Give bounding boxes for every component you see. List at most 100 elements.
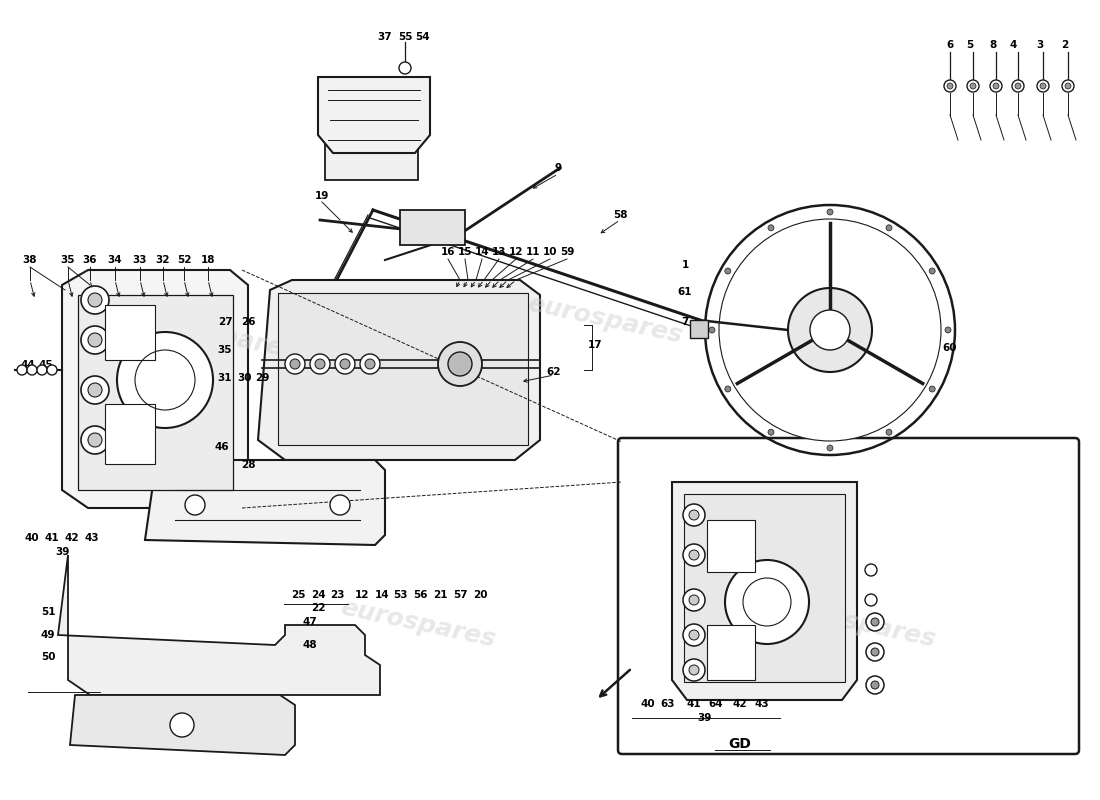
Text: 44: 44 <box>21 360 35 370</box>
Text: 58: 58 <box>613 210 627 220</box>
Circle shape <box>930 386 935 392</box>
Text: 43: 43 <box>85 533 99 543</box>
Circle shape <box>866 643 884 661</box>
Text: 56: 56 <box>412 590 427 600</box>
Text: 60: 60 <box>943 343 957 353</box>
Text: 37: 37 <box>377 32 393 42</box>
Circle shape <box>1037 80 1049 92</box>
Text: 24: 24 <box>310 590 326 600</box>
Text: 36: 36 <box>82 255 97 265</box>
Text: GD: GD <box>728 737 751 751</box>
Text: 16: 16 <box>441 247 455 257</box>
FancyBboxPatch shape <box>618 438 1079 754</box>
Text: 57: 57 <box>453 590 468 600</box>
Circle shape <box>81 426 109 454</box>
Bar <box>104 305 155 360</box>
Circle shape <box>947 83 953 89</box>
Text: 42: 42 <box>65 533 79 543</box>
Circle shape <box>866 613 884 631</box>
Circle shape <box>399 62 411 74</box>
Text: 35: 35 <box>60 255 75 265</box>
Text: 54: 54 <box>416 32 430 42</box>
Text: eurospares: eurospares <box>140 308 300 364</box>
Text: 10: 10 <box>542 247 558 257</box>
Circle shape <box>683 659 705 681</box>
Text: 39: 39 <box>697 713 712 723</box>
Bar <box>684 494 845 682</box>
Text: 35: 35 <box>218 345 232 355</box>
Text: 53: 53 <box>393 590 407 600</box>
Bar <box>690 320 708 338</box>
Text: 8: 8 <box>989 40 997 50</box>
Text: 11: 11 <box>526 247 540 257</box>
Circle shape <box>88 293 102 307</box>
Text: 19: 19 <box>315 191 329 201</box>
Text: 12: 12 <box>354 590 370 600</box>
Text: 28: 28 <box>241 460 255 470</box>
Text: 41: 41 <box>686 699 702 709</box>
Circle shape <box>710 327 715 333</box>
Circle shape <box>88 433 102 447</box>
Circle shape <box>88 333 102 347</box>
Text: 22: 22 <box>310 603 326 613</box>
Circle shape <box>810 310 850 350</box>
Circle shape <box>871 648 879 656</box>
Polygon shape <box>672 482 857 700</box>
Circle shape <box>886 225 892 231</box>
Text: 27: 27 <box>218 317 232 327</box>
Circle shape <box>990 80 1002 92</box>
Circle shape <box>1065 83 1071 89</box>
Polygon shape <box>324 145 418 180</box>
Text: 13: 13 <box>492 247 506 257</box>
Circle shape <box>865 564 877 576</box>
Circle shape <box>81 376 109 404</box>
Circle shape <box>28 365 37 375</box>
Circle shape <box>689 595 698 605</box>
Bar <box>707 520 755 572</box>
Circle shape <box>88 383 102 397</box>
Circle shape <box>725 386 730 392</box>
Circle shape <box>871 618 879 626</box>
Circle shape <box>866 676 884 694</box>
Polygon shape <box>145 460 385 545</box>
Text: 45: 45 <box>39 360 53 370</box>
Circle shape <box>871 681 879 689</box>
Circle shape <box>330 495 350 515</box>
Circle shape <box>448 352 472 376</box>
Polygon shape <box>62 270 248 508</box>
Circle shape <box>683 624 705 646</box>
Text: 48: 48 <box>302 640 317 650</box>
Text: 7: 7 <box>681 317 689 327</box>
Bar <box>278 293 528 445</box>
Circle shape <box>360 354 379 374</box>
Text: 31: 31 <box>218 373 232 383</box>
Text: 64: 64 <box>708 699 724 709</box>
Text: 61: 61 <box>678 287 692 297</box>
Text: 38: 38 <box>23 255 37 265</box>
Circle shape <box>16 365 28 375</box>
Text: 40: 40 <box>640 699 656 709</box>
Text: 46: 46 <box>214 442 229 452</box>
Text: 17: 17 <box>587 340 603 350</box>
Text: 51: 51 <box>41 607 55 617</box>
Circle shape <box>865 594 877 606</box>
Text: 25: 25 <box>290 590 306 600</box>
Bar <box>78 295 233 490</box>
Text: 34: 34 <box>108 255 122 265</box>
Circle shape <box>827 209 833 215</box>
Text: 32: 32 <box>156 255 170 265</box>
Text: 9: 9 <box>554 163 562 173</box>
Text: 5: 5 <box>967 40 974 50</box>
Circle shape <box>290 359 300 369</box>
Circle shape <box>970 83 976 89</box>
Text: 41: 41 <box>45 533 59 543</box>
Circle shape <box>81 326 109 354</box>
Text: eurospares: eurospares <box>778 596 938 652</box>
Circle shape <box>683 504 705 526</box>
Bar <box>400 210 465 245</box>
Text: 47: 47 <box>302 617 318 627</box>
Text: 49: 49 <box>41 630 55 640</box>
Circle shape <box>725 560 808 644</box>
Circle shape <box>683 589 705 611</box>
Text: 20: 20 <box>473 590 487 600</box>
